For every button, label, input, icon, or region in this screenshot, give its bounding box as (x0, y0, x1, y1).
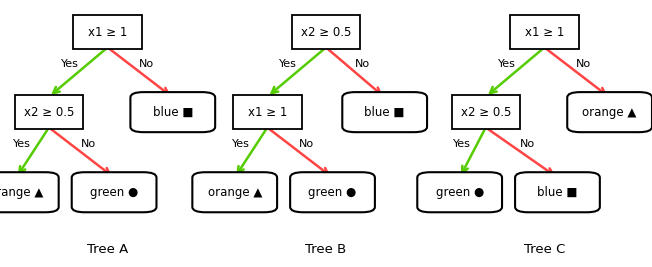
Text: Yes: Yes (279, 59, 297, 69)
Text: orange ▲: orange ▲ (207, 186, 262, 199)
Text: No: No (80, 139, 96, 149)
FancyBboxPatch shape (0, 172, 59, 212)
FancyBboxPatch shape (567, 92, 652, 132)
Text: No: No (576, 59, 591, 69)
Text: Tree C: Tree C (524, 243, 565, 256)
Text: green ●: green ● (90, 186, 138, 199)
Text: x1 ≥ 1: x1 ≥ 1 (525, 26, 564, 38)
FancyBboxPatch shape (510, 15, 579, 49)
Text: No: No (299, 139, 314, 149)
Text: x1 ≥ 1: x1 ≥ 1 (88, 26, 127, 38)
FancyBboxPatch shape (292, 15, 360, 49)
FancyBboxPatch shape (290, 172, 375, 212)
FancyBboxPatch shape (15, 95, 83, 129)
FancyBboxPatch shape (233, 95, 301, 129)
Text: x2 ≥ 0.5: x2 ≥ 0.5 (23, 106, 74, 119)
Text: Tree A: Tree A (87, 243, 128, 256)
Text: orange ▲: orange ▲ (582, 106, 637, 119)
FancyBboxPatch shape (417, 172, 502, 212)
FancyBboxPatch shape (72, 172, 156, 212)
FancyBboxPatch shape (342, 92, 427, 132)
Text: x2 ≥ 0.5: x2 ≥ 0.5 (301, 26, 351, 38)
Text: Yes: Yes (452, 139, 471, 149)
Text: Yes: Yes (61, 59, 79, 69)
Text: Yes: Yes (497, 59, 516, 69)
Text: Yes: Yes (13, 139, 31, 149)
FancyBboxPatch shape (130, 92, 215, 132)
Text: blue ■: blue ■ (537, 186, 578, 199)
Text: No: No (520, 139, 535, 149)
Text: x1 ≥ 1: x1 ≥ 1 (248, 106, 287, 119)
Text: No: No (355, 59, 370, 69)
FancyBboxPatch shape (74, 15, 142, 49)
Text: orange ▲: orange ▲ (0, 186, 44, 199)
Text: blue ■: blue ■ (153, 106, 193, 119)
Text: green ●: green ● (436, 186, 484, 199)
FancyBboxPatch shape (515, 172, 600, 212)
Text: blue ■: blue ■ (364, 106, 405, 119)
Text: Tree B: Tree B (305, 243, 347, 256)
Text: Yes: Yes (231, 139, 250, 149)
FancyBboxPatch shape (192, 172, 277, 212)
Text: green ●: green ● (308, 186, 357, 199)
Text: x2 ≥ 0.5: x2 ≥ 0.5 (460, 106, 511, 119)
Text: No: No (139, 59, 155, 69)
FancyBboxPatch shape (451, 95, 520, 129)
